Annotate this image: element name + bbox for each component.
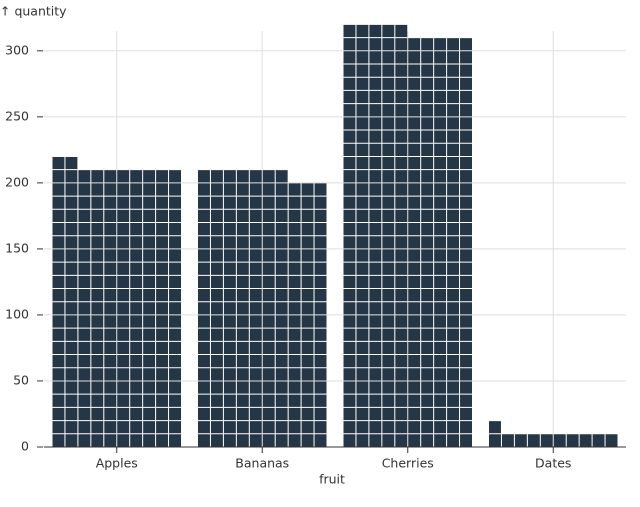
y-tick-label: 200 (5, 174, 29, 189)
y-tick-label: 50 (13, 372, 29, 387)
x-axis-label: fruit (319, 472, 345, 487)
x-tick-label: Dates (535, 456, 571, 471)
y-tick-label: 250 (5, 108, 29, 123)
y-tick-label: 150 (5, 240, 29, 255)
x-tick-label: Bananas (235, 456, 289, 471)
y-tick-label: 300 (5, 42, 29, 57)
waffle-cells (489, 421, 618, 447)
x-tick-label: Apples (96, 456, 138, 471)
y-axis-label: ↑ quantity (0, 4, 67, 19)
y-tick-label: 100 (5, 306, 29, 321)
waffle-cells (198, 170, 327, 447)
x-tick-label: Cherries (382, 456, 434, 471)
waffle-cells (52, 156, 181, 447)
y-tick-label: 0 (21, 439, 29, 454)
